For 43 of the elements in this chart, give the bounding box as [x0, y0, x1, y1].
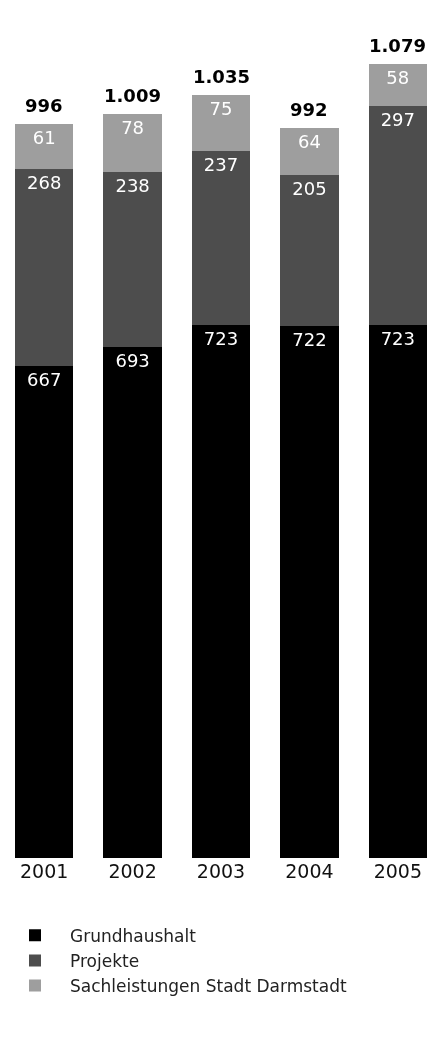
- data-label: 78: [121, 117, 145, 139]
- total-label: 1.079: [369, 35, 426, 56]
- legend-label: Projekte: [70, 951, 140, 972]
- legend-label: Sachleistungen Stadt Darmstadt: [70, 976, 347, 997]
- data-label: 61: [32, 127, 56, 149]
- data-label: 205: [292, 177, 327, 199]
- bar: [280, 127, 339, 175]
- bar: [368, 106, 427, 326]
- data-label: 693: [115, 350, 150, 372]
- data-label: 722: [292, 328, 327, 350]
- bar: [191, 325, 251, 858]
- x-tick-label: 2005: [373, 860, 422, 882]
- bar: [103, 171, 162, 348]
- bar: [103, 347, 162, 858]
- x-tick-label: 2002: [108, 860, 157, 882]
- data-label: 268: [27, 171, 62, 193]
- bar: [280, 174, 339, 326]
- bar: [191, 150, 251, 326]
- bar: [103, 114, 162, 172]
- bar: [15, 366, 74, 858]
- x-tick-label: 2001: [20, 860, 69, 882]
- bar: [191, 95, 251, 151]
- data-label: 64: [297, 130, 321, 152]
- x-tick-label: 2004: [285, 860, 334, 882]
- legend-label: Grundhaushalt: [70, 925, 197, 946]
- total-label: 1.009: [104, 85, 161, 106]
- data-label: 75: [209, 98, 233, 120]
- x-tick-label: 2003: [196, 860, 246, 882]
- total-label: 1.035: [193, 66, 250, 87]
- data-label: 297: [380, 109, 415, 131]
- bar: [280, 325, 339, 858]
- bar: [368, 325, 427, 858]
- total-label: 992: [290, 99, 328, 120]
- bar: [15, 124, 74, 169]
- bar: [368, 63, 427, 107]
- data-label: 238: [115, 174, 150, 196]
- bar: [15, 168, 74, 367]
- data-label: 723: [380, 328, 415, 350]
- total-label: 996: [25, 95, 63, 116]
- data-label: 667: [27, 369, 62, 391]
- data-label: 58: [386, 66, 410, 88]
- data-label: 237: [203, 153, 239, 175]
- data-label: 723: [203, 328, 239, 350]
